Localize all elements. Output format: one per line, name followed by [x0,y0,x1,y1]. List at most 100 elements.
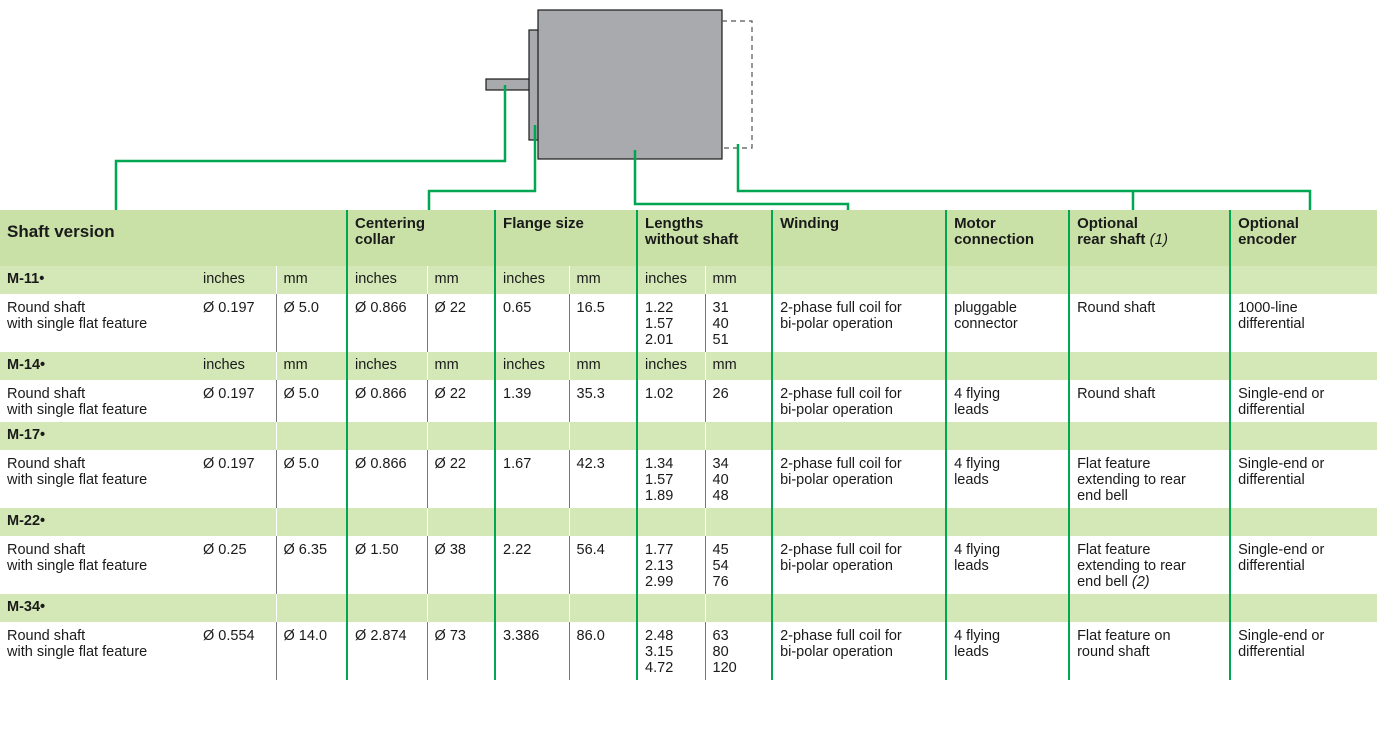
model-row-blank [945,508,1070,536]
shaft-diameter-mm: Ø 5.0 [275,294,348,352]
model-name: M-22• [0,508,196,536]
header-centering-collar: Centering collar [346,210,496,266]
model-row-blank [945,594,1070,622]
model-row-blank [945,266,1070,294]
rear-shaft-option: Flat feature extending to rear end bell [1068,450,1231,508]
model-name: M-11• [0,266,196,294]
shaft-description: Round shaft with single flat feature [0,450,196,508]
lengths-mm: 63 80 120 [704,622,773,680]
unit-inches: inches [346,266,428,294]
motor-body [537,9,723,160]
collar-diameter-inches: Ø 1.50 [346,536,428,594]
model-row-blank [771,422,947,450]
motor-diagram [114,9,1312,210]
model-row-blank [771,266,947,294]
unit-mm [275,422,348,450]
unit-mm [426,508,496,536]
model-row-blank [1068,422,1231,450]
unit-mm: mm [704,266,773,294]
unit-mm [568,422,638,450]
flange-size-inches: 3.386 [494,622,570,680]
collar-diameter-mm: Ø 73 [426,622,496,680]
collar-diameter-inches: Ø 0.866 [346,380,428,422]
lengths-inches: 1.34 1.57 1.89 [636,450,706,508]
unit-inches [346,508,428,536]
unit-inches [346,422,428,450]
motor-shaft [485,78,531,91]
rear-shaft-text: Flat feature on round shaft [1077,628,1171,660]
unit-inches: inches [196,352,276,380]
rear-shaft-text: Flat feature extending to rear end bell [1077,542,1186,590]
header-lengths: Lengths without shaft [636,210,773,266]
unit-inches [346,594,428,622]
unit-mm [704,508,773,536]
encoder-option: Single-end or differential [1229,536,1378,594]
motor-connection: 4 flying leads [945,536,1070,594]
rear-shaft-option: Flat feature extending to rear end bell … [1068,536,1231,594]
lengths-inches: 1.02 [636,380,706,422]
motor-connection: 4 flying leads [945,380,1070,422]
shaft-diameter-inches: Ø 0.197 [196,450,276,508]
shaft-description: Round shaft with single flat feature [0,622,196,680]
collar-diameter-inches: Ø 0.866 [346,294,428,352]
flange-size-mm: 86.0 [568,622,638,680]
spec-row: Round shaft with single flat feature Ø 0.… [0,294,1378,352]
flange-size-mm: 42.3 [568,450,638,508]
model-row: M-11• inches mm inches mm inches mm inches mm [0,266,1378,294]
model-row-blank [945,352,1070,380]
winding-description: 2-phase full coil for bi-polar operation [771,622,947,680]
rear-shaft-text: Round shaft [1077,386,1156,402]
unit-inches: inches [636,352,706,380]
model-row: M-14• inches mm inches mm inches mm inches mm [0,352,1378,380]
unit-inches [196,422,276,450]
optional-rear-outline [722,20,753,149]
unit-mm [568,594,638,622]
rear-shaft-note: (2) [1131,574,1150,590]
model-row-blank [1229,594,1378,622]
rear-shaft-option: Round shaft [1068,294,1231,352]
model-row: M-22• [0,508,1378,536]
lengths-mm: 45 54 76 [704,536,773,594]
model-row-blank [1229,266,1378,294]
shaft-diameter-inches: Ø 0.25 [196,536,276,594]
lengths-mm: 31 40 51 [704,294,773,352]
shaft-diameter-inches: Ø 0.554 [196,622,276,680]
model-row-blank [1229,422,1378,450]
model-row-blank [1068,508,1231,536]
encoder-option: Single-end or differential [1229,450,1378,508]
unit-inches [494,594,570,622]
flange-size-mm: 16.5 [568,294,638,352]
header-encoder: Optional encoder [1229,210,1378,266]
shaft-diameter-mm: Ø 14.0 [275,622,348,680]
unit-inches: inches [636,266,706,294]
model-row-blank [1068,352,1231,380]
shaft-diameter-mm: Ø 6.35 [275,536,348,594]
lengths-inches: 2.48 3.15 4.72 [636,622,706,680]
shaft-diameter-inches: Ø 0.197 [196,294,276,352]
header-flange-size: Flange size [494,210,638,266]
unit-inches [196,508,276,536]
rear-shaft-option: Flat feature on round shaft [1068,622,1231,680]
spec-row: Round shaft with single flat feature Ø 0.… [0,622,1378,680]
unit-mm: mm [704,352,773,380]
header-motor-connection: Motor connection [945,210,1070,266]
shaft-diameter-mm: Ø 5.0 [275,450,348,508]
unit-inches [636,422,706,450]
model-row-blank [771,352,947,380]
unit-inches [196,594,276,622]
table-header-row: Shaft version Centering collar Flange si… [0,210,1378,266]
model-row-blank [771,508,947,536]
unit-mm: mm [275,266,348,294]
motor-connection: pluggable connector [945,294,1070,352]
model-row-blank [1068,594,1231,622]
winding-description: 2-phase full coil for bi-polar operation [771,536,947,594]
model-row-blank [945,422,1070,450]
unit-mm: mm [568,266,638,294]
flange-size-inches: 2.22 [494,536,570,594]
collar-diameter-mm: Ø 38 [426,536,496,594]
header-rear-shaft: Optional rear shaft (1) [1068,210,1231,266]
lengths-mm: 26 [704,380,773,422]
unit-mm [568,508,638,536]
shaft-description: Round shaft with single flat feature [0,294,196,352]
winding-description: 2-phase full coil for bi-polar operation [771,380,947,422]
